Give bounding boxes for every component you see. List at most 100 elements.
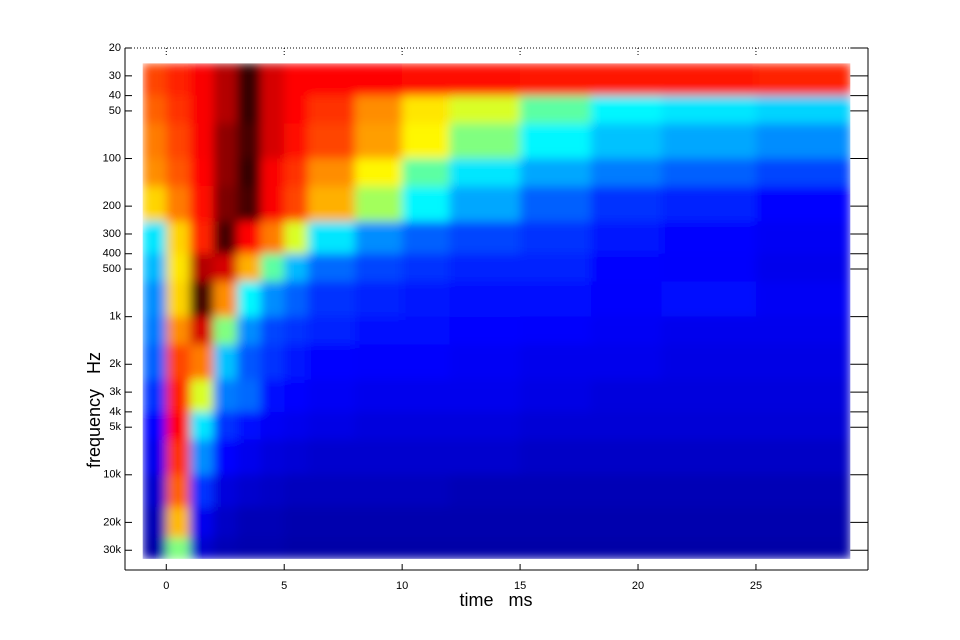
heatmap-cell (449, 411, 521, 441)
heatmap-cell (354, 507, 403, 539)
heatmap-cell (520, 474, 592, 508)
y-tick-label: 5k (109, 421, 121, 433)
heatmap-cell (307, 253, 356, 283)
heatmap-cell (142, 281, 167, 318)
y-tick-label: 2k (109, 358, 121, 370)
heatmap-cell (260, 439, 285, 476)
heatmap-cell (189, 186, 215, 223)
heatmap-cell (590, 507, 663, 539)
heatmap-cell (284, 507, 309, 539)
heatmap-cell (284, 221, 309, 255)
heatmap-cell (237, 537, 262, 559)
heatmap-cell (166, 281, 191, 318)
heatmap-cell (402, 316, 450, 346)
heatmap-cell (661, 186, 757, 223)
heatmap-cell (661, 158, 757, 187)
heatmap-cell (449, 316, 521, 346)
heatmap-cell (189, 281, 215, 318)
heatmap-cell (260, 411, 285, 441)
x-tick-label: 5 (281, 580, 287, 592)
heatmap-cell (284, 281, 309, 318)
heatmap-cell (520, 379, 592, 413)
heatmap-cell (260, 186, 285, 223)
heatmap-cell (237, 186, 262, 223)
heatmap-cell (307, 474, 356, 508)
heatmap-cell (520, 439, 592, 476)
y-tick-label: 40 (109, 90, 121, 102)
heatmap-cell (189, 158, 215, 187)
heatmap-cell (213, 439, 238, 476)
heatmap-cell (142, 537, 167, 559)
heatmap-cell (284, 439, 309, 476)
heatmap-cell (354, 281, 403, 318)
heatmap-cell (307, 281, 356, 318)
axes: 0 5 10 15 20 25 20 30 40 50 100 200 300 400 500 1k 2k 3k 4… (103, 42, 869, 592)
heatmap-cell (142, 186, 167, 223)
heatmap-cell (166, 253, 191, 283)
heatmap-cell (166, 221, 191, 255)
heatmap-cell (237, 316, 262, 346)
heatmap-cell (402, 253, 450, 283)
heatmap-cell (755, 537, 851, 559)
heatmap-cell (307, 95, 356, 125)
heatmap-cell (307, 507, 356, 539)
heatmap-cell (449, 281, 521, 318)
heatmap-cell (284, 253, 309, 283)
x-tick-label: 25 (750, 580, 762, 592)
heatmap-cell (354, 63, 403, 97)
heatmap-cell (449, 474, 521, 508)
x-tick-label: 20 (632, 580, 644, 592)
heatmap-cell (402, 537, 450, 559)
heatmap-cell (449, 158, 521, 187)
heatmap-cell (213, 344, 238, 381)
heatmap-cell (307, 379, 356, 413)
x-tick-label: 15 (514, 580, 526, 592)
heatmap-cell (166, 507, 191, 539)
heatmap-cell (402, 344, 450, 381)
heatmap-cell (661, 253, 757, 283)
heatmap-cell (307, 123, 356, 160)
heatmap-cell (755, 63, 851, 97)
heatmap-cell (755, 95, 851, 125)
heatmap-cell (166, 95, 191, 125)
heatmap-cell (354, 123, 403, 160)
heatmap-cell (520, 63, 592, 97)
heatmap-cell (142, 221, 167, 255)
heatmap-cell (449, 537, 521, 559)
heatmap-cell (402, 474, 450, 508)
heatmap-cell (449, 221, 521, 255)
heatmap-cell (237, 474, 262, 508)
y-tick-label: 50 (109, 105, 121, 117)
heatmap-cell (590, 344, 663, 381)
heatmap-cell (755, 221, 851, 255)
heatmap-cell (142, 439, 167, 476)
heatmap-cell (520, 507, 592, 539)
heatmap-cell (213, 63, 238, 97)
heatmap-cell (142, 316, 167, 346)
heatmap-cell (755, 439, 851, 476)
heatmap-cell (307, 186, 356, 223)
heatmap-cell (590, 537, 663, 559)
y-tick-label: 500 (103, 263, 121, 275)
y-tick-label: 4k (109, 406, 121, 418)
heatmap-cell (520, 344, 592, 381)
heatmap-cell (354, 221, 403, 255)
heatmap-cell (402, 221, 450, 255)
heatmap-cell (237, 253, 262, 283)
heatmap-cell (166, 379, 191, 413)
heatmap-cell (142, 123, 167, 160)
heatmap-cell (142, 474, 167, 508)
heatmap-cell (166, 344, 191, 381)
heatmap-cell (755, 316, 851, 346)
heatmap-cell (142, 95, 167, 125)
heatmap-cell (755, 411, 851, 441)
heatmap-cell (284, 379, 309, 413)
heatmap-cell (755, 158, 851, 187)
heatmap-cell (189, 507, 215, 539)
heatmap-cell (142, 63, 167, 97)
heatmap-cell (142, 379, 167, 413)
heatmap-cell (354, 474, 403, 508)
heatmap (142, 63, 851, 559)
heatmap-cell (189, 316, 215, 346)
heatmap-cell (166, 63, 191, 97)
